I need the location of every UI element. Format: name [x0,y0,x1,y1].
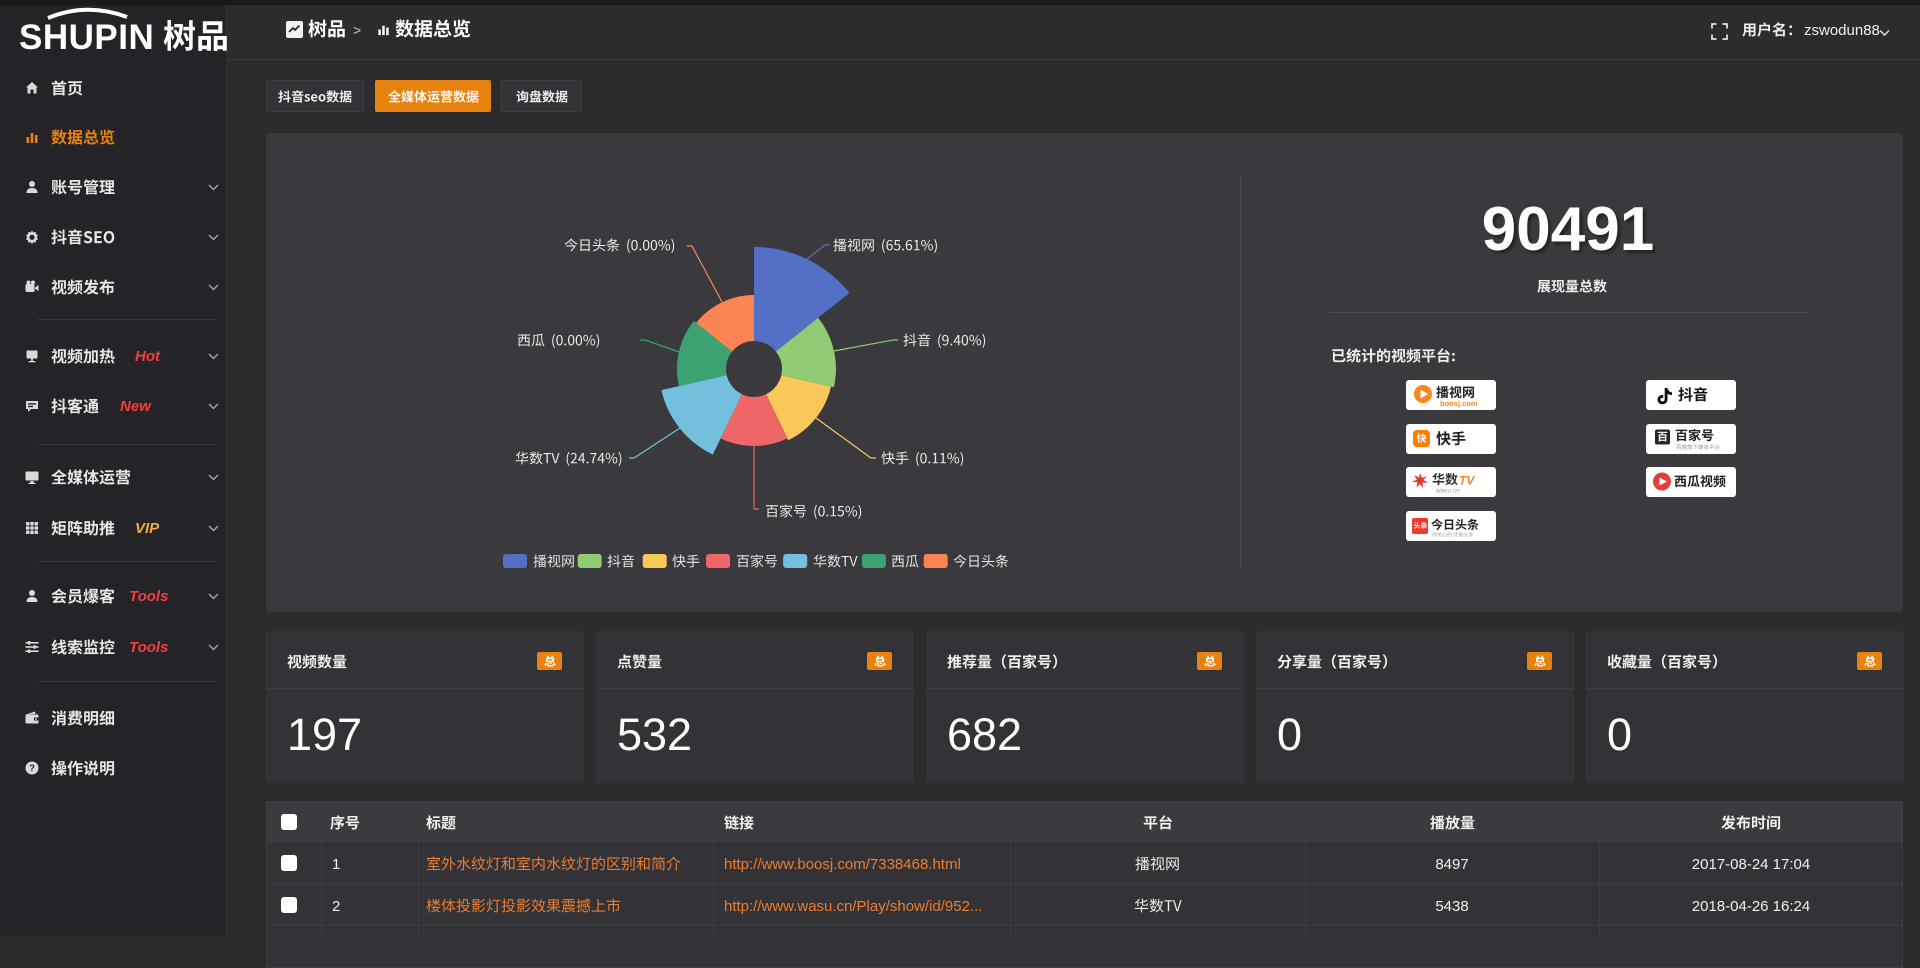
svg-text:?: ? [29,763,35,774]
svg-text:wasu.cn: wasu.cn [1435,488,1460,495]
svg-text:boosj.com: boosj.com [1440,399,1478,408]
svg-text:TV: TV [1459,474,1475,488]
